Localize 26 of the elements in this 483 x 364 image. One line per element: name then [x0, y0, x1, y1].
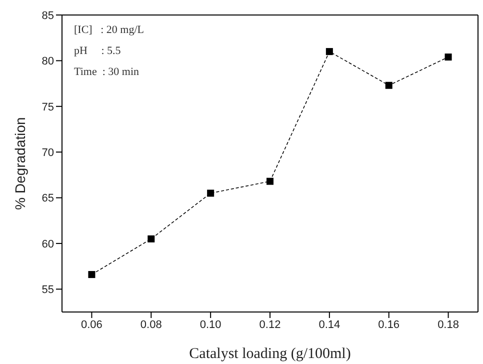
y-axis-title: % Degradation [12, 117, 28, 210]
point [385, 82, 392, 89]
y-tick-label: 80 [42, 56, 54, 68]
x-tick-label: 0.14 [318, 318, 340, 331]
x-axis-title: Catalyst loading (g/100ml) [189, 346, 351, 362]
x-tick-label: 0.12 [259, 318, 281, 331]
x-tick-label: 0.08 [140, 318, 162, 331]
x-tick-label: 0.18 [438, 318, 459, 331]
x-tick-label: 0.06 [81, 318, 102, 331]
x-tick-label: 0.10 [200, 318, 222, 331]
annotation: [IC] : 20 mg/L [74, 23, 144, 38]
point [444, 54, 452, 61]
y-tick-label: 75 [42, 101, 54, 114]
annotation: Time : 30 min [74, 65, 140, 80]
y-tick-label: 55 [42, 284, 54, 296]
y-tick-label: 65 [42, 192, 54, 205]
x-tick-label: 0.16 [378, 318, 400, 331]
point [88, 271, 96, 278]
y-tick-label: 85 [42, 10, 54, 22]
point [266, 178, 274, 185]
point [207, 190, 214, 197]
point [326, 48, 333, 56]
annotation: pH : 5.5 [74, 44, 122, 59]
y-tick-label: 70 [42, 146, 54, 159]
y-tick-label: 60 [42, 238, 54, 250]
point [148, 235, 155, 242]
